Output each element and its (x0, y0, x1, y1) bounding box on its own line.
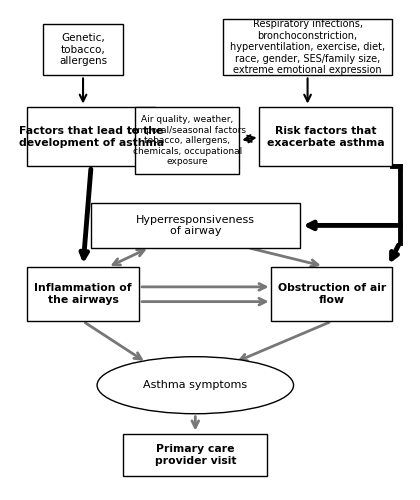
Text: Hyperresponsiveness
of airway: Hyperresponsiveness of airway (136, 214, 255, 236)
Text: Factors that lead to the
development of asthma: Factors that lead to the development of … (18, 126, 164, 148)
Ellipse shape (97, 356, 294, 414)
Text: Asthma symptoms: Asthma symptoms (143, 380, 247, 390)
FancyBboxPatch shape (123, 434, 268, 476)
FancyBboxPatch shape (260, 108, 392, 166)
Text: Inflammation of
the airways: Inflammation of the airways (34, 284, 132, 305)
FancyBboxPatch shape (27, 108, 155, 166)
Text: Risk factors that
exacerbate asthma: Risk factors that exacerbate asthma (267, 126, 384, 148)
FancyBboxPatch shape (135, 108, 239, 174)
FancyBboxPatch shape (27, 267, 139, 322)
Text: Respiratory infections,
bronchoconstriction,
hyperventilation, exercise, diet,
r: Respiratory infections, bronchoconstrict… (230, 19, 385, 76)
FancyBboxPatch shape (223, 19, 392, 76)
FancyBboxPatch shape (271, 267, 392, 322)
Text: Air quality, weather,
temporal/seasonal factors
tobacco, allergens,
chemicals, o: Air quality, weather, temporal/seasonal … (128, 116, 246, 166)
FancyBboxPatch shape (43, 24, 123, 76)
Text: Obstruction of air
flow: Obstruction of air flow (278, 284, 386, 305)
Text: Primary care
provider visit: Primary care provider visit (155, 444, 236, 466)
Text: Genetic,
tobacco,
allergens: Genetic, tobacco, allergens (59, 33, 107, 66)
FancyBboxPatch shape (91, 204, 299, 248)
